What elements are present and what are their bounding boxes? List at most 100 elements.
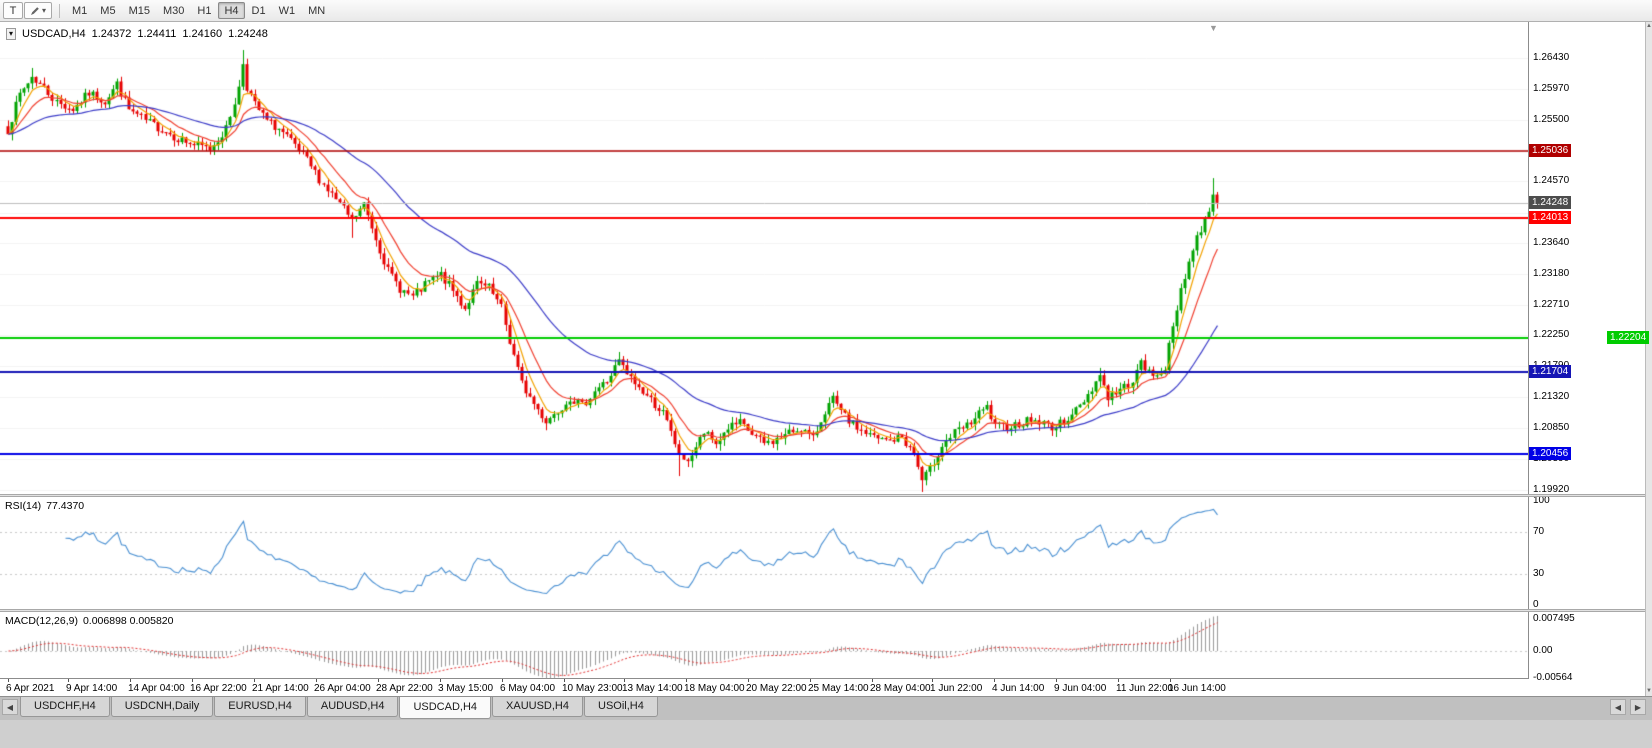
rsi-axis-label: 100 (1533, 495, 1550, 506)
tab-bar: ◀ USDCHF,H4 USDCNH,Daily EURUSD,H4 AUDUSD,H… (0, 696, 1652, 720)
rsi-axis-label: 30 (1533, 567, 1545, 579)
time-tick (192, 679, 193, 682)
timeframe-h4[interactable]: H4 (218, 2, 245, 19)
time-axis-label: 28 Apr 22:00 (376, 683, 433, 694)
time-tick (932, 679, 933, 682)
timeframe-m30[interactable]: M30 (162, 4, 185, 17)
time-tick (254, 679, 255, 682)
time-tick (994, 679, 995, 682)
time-axis-label: 9 Apr 14:00 (66, 683, 118, 694)
time-tick (68, 679, 69, 682)
timeframe-m1[interactable]: M1 (72, 4, 88, 17)
time-axis-label: 1 Jun 22:00 (930, 683, 983, 694)
chart-tabs: USDCHF,H4 USDCNH,Daily EURUSD,H4 AUDUSD,H4 U… (20, 697, 659, 719)
scroll-down-icon[interactable]: ▼ (1646, 688, 1652, 694)
one-click-trading-toggle[interactable]: ▾ (6, 28, 17, 40)
time-axis-label: 28 May 04:00 (870, 683, 931, 694)
price-chart-canvas[interactable] (0, 22, 1529, 494)
timeframe-w1[interactable]: W1 (278, 4, 296, 17)
tab-nav-buttons: ◀ ▶ (1608, 697, 1648, 715)
time-tick (1170, 679, 1171, 682)
time-axis-label: 3 May 15:00 (438, 683, 494, 694)
time-axis-label: 11 Jun 22:00 (1116, 683, 1174, 694)
time-axis-label: 10 May 23:00 (562, 683, 623, 694)
rsi-indicator-label: RSI(14) 77.4370 (5, 500, 84, 512)
price-axis: 1.26430 1.25970 1.25500 1.24570 1.23640 1.231… (1529, 22, 1645, 696)
macd-panel-separator[interactable] (0, 609, 1645, 612)
rsi-value: 77.4370 (46, 500, 85, 512)
tabs-prev-button[interactable]: ◀ (1610, 699, 1626, 715)
tab-usoil-h4[interactable]: USOil,H4 (584, 697, 658, 717)
rsi-panel-canvas[interactable] (0, 497, 1529, 609)
macd-axis-min-label: -0.00564 (1533, 671, 1573, 683)
tab-usdcad-h4[interactable]: USDCAD,H4 (399, 697, 492, 719)
time-tick (1118, 679, 1119, 682)
timeframe-buttons: M1 M5 M15 M30 H1 H4 D1 W1 MN (66, 2, 332, 19)
macd-indicator-label: MACD(12,26,9) 0.006898 0.005820 (5, 615, 173, 627)
time-axis-label: 20 May 22:00 (746, 683, 807, 694)
macd-axis-zero-label: 0.00 (1533, 645, 1553, 656)
time-axis-label: 6 May 04:00 (500, 683, 556, 694)
price-axis-label: 1.22250 (1533, 329, 1570, 341)
tab-scroll-left-button[interactable]: ◀ (2, 699, 18, 715)
macd-name: MACD(12,26,9) (5, 615, 78, 627)
time-tick (686, 679, 687, 682)
price-axis-label: 1.26430 (1533, 52, 1570, 63)
timeframe-h1[interactable]: H1 (197, 4, 212, 17)
time-tick (440, 679, 441, 682)
tabs-next-button[interactable]: ▶ (1630, 699, 1646, 715)
price-axis-border (1528, 22, 1529, 696)
drawing-tools-button[interactable]: ▾ (24, 2, 53, 19)
text-tool-button[interactable]: T (3, 2, 23, 19)
tab-eurusd-h4[interactable]: EURUSD,H4 (214, 697, 306, 717)
time-axis-label: 18 May 04:00 (684, 683, 745, 694)
toolbar-separator (59, 3, 61, 18)
ohlc-close: 1.24248 (228, 28, 268, 40)
time-tick (748, 679, 749, 682)
time-tick (810, 679, 811, 682)
time-tick (130, 679, 131, 682)
price-axis-label: 1.21320 (1533, 391, 1570, 403)
vertical-scrollbar[interactable]: ▲ ▼ (1645, 22, 1652, 696)
time-tick (564, 679, 565, 682)
tab-xauusd-h4[interactable]: XAUUSD,H4 (492, 697, 583, 717)
ohlc-open: 1.24372 (91, 28, 132, 40)
macd-values: 0.006898 0.005820 (82, 615, 174, 627)
time-axis-label: 26 Apr 04:00 (314, 683, 371, 694)
time-axis[interactable]: 6 Apr 2021 9 Apr 14:00 14 Apr 04:00 16 Apr … (0, 678, 1529, 696)
tab-usdcnh-daily[interactable]: USDCNH,Daily (110, 697, 214, 717)
macd-axis-max-label: 0.007495 (1533, 613, 1575, 624)
macd-panel-canvas[interactable] (0, 612, 1529, 678)
tab-audusd-h4[interactable]: AUDUSD,H4 (306, 697, 399, 717)
price-axis-label: 1.23640 (1533, 237, 1570, 249)
price-axis-label: 1.20390 (1533, 452, 1570, 464)
timeframe-d1[interactable]: D1 (251, 4, 266, 17)
chart-title: ▾ USDCAD,H4 1.24372 1.24411 1.24160 1.24… (6, 28, 268, 40)
chart-shift-marker[interactable]: ▼ (1209, 23, 1218, 33)
scrollbar-track[interactable] (1646, 31, 1652, 687)
pencil-icon (31, 6, 39, 15)
rsi-axis-label: 70 (1533, 526, 1545, 538)
price-axis-label: 1.24570 (1533, 175, 1570, 187)
price-axis-label: 1.23180 (1533, 267, 1570, 279)
scroll-up-icon[interactable]: ▲ (1646, 23, 1652, 29)
ohlc-high: 1.24411 (137, 28, 177, 40)
time-tick (8, 679, 9, 682)
time-axis-label: 6 Apr 2021 (6, 683, 55, 694)
timeframe-m5[interactable]: M5 (100, 4, 116, 17)
timeframe-m15[interactable]: M15 (128, 4, 150, 17)
time-axis-label: 9 Jun 04:00 (1054, 683, 1107, 694)
time-axis-label: 16 Jun 14:00 (1168, 683, 1226, 694)
time-axis-label: 13 May 14:00 (622, 683, 683, 694)
time-tick (378, 679, 379, 682)
price-axis-label: 1.19920 (1533, 484, 1570, 495)
rsi-panel-separator[interactable] (0, 494, 1645, 497)
time-tick (1056, 679, 1057, 682)
tab-usdchf-h4[interactable]: USDCHF,H4 (20, 697, 110, 717)
time-axis-label: 21 Apr 14:00 (252, 683, 309, 694)
time-tick (502, 679, 503, 682)
price-axis-label: 1.20850 (1533, 422, 1570, 434)
chart-symbol-period: USDCAD,H4 (22, 28, 86, 40)
timeframe-mn[interactable]: MN (308, 4, 326, 17)
